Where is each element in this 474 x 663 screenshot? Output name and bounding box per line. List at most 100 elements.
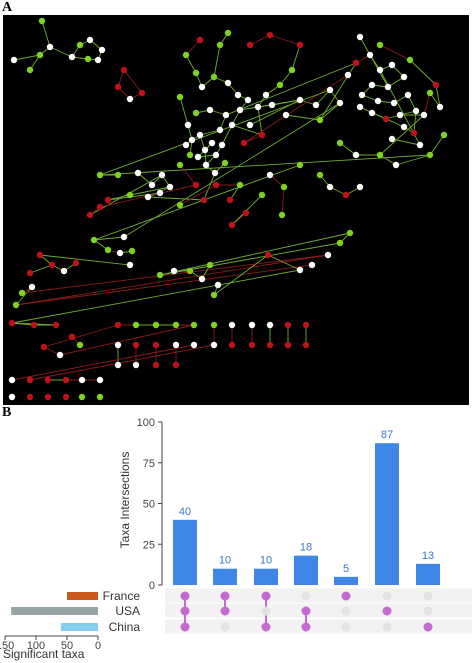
network-edge <box>13 54 41 61</box>
network-node <box>278 211 286 219</box>
network-node <box>326 183 334 191</box>
network-edge <box>11 344 195 381</box>
network-node <box>376 151 384 159</box>
network-edge <box>179 164 197 186</box>
network-background <box>3 15 469 405</box>
network-node <box>296 266 304 274</box>
network-node <box>302 341 310 349</box>
set-size-bar <box>60 623 98 631</box>
network-node <box>196 131 204 139</box>
network-node <box>221 159 229 167</box>
network-node <box>44 393 52 401</box>
network-node <box>336 139 344 147</box>
network-edge <box>339 142 357 156</box>
network-node <box>40 343 48 351</box>
set-label: USA <box>115 604 140 618</box>
network-node <box>244 96 252 104</box>
network-edge <box>319 102 341 121</box>
network-node <box>8 393 16 401</box>
network-node <box>302 321 310 329</box>
network-node <box>188 136 196 144</box>
network-node <box>216 41 224 49</box>
intersection-bar <box>173 519 197 585</box>
network-node <box>200 196 208 204</box>
network-edge <box>29 344 215 381</box>
network-node <box>56 351 64 359</box>
network-edge <box>225 62 357 116</box>
network-node <box>336 99 344 107</box>
network-node <box>68 333 76 341</box>
network-node <box>94 56 102 64</box>
network-node <box>126 95 134 103</box>
network-edge <box>269 34 301 46</box>
network-node <box>114 341 122 349</box>
network-node <box>440 131 448 139</box>
network-node <box>192 181 200 189</box>
matrix-row-stripes <box>165 588 472 634</box>
network-node <box>96 203 104 211</box>
network-node <box>90 236 98 244</box>
network-node <box>266 341 274 349</box>
network-node <box>96 171 104 179</box>
network-node <box>156 271 164 279</box>
bar-value-label: 18 <box>300 542 312 554</box>
network-node <box>62 376 70 384</box>
intersection-bar <box>416 563 440 585</box>
set-axis-tick-label: 100 <box>27 640 45 652</box>
matrix-dot-empty <box>341 622 351 632</box>
network-edge <box>179 184 217 206</box>
network-node <box>78 393 86 401</box>
network-node <box>376 41 384 49</box>
network-node <box>198 275 206 283</box>
network-node <box>284 341 292 349</box>
upset-plot: 0 25 50 75 100 Taxa Intersections 40 10 10 18 5 8… <box>0 417 472 661</box>
y-tick-label: 0 <box>149 580 155 592</box>
network-node <box>176 201 184 209</box>
matrix-dot-empty <box>423 606 433 616</box>
network-edge <box>213 254 269 296</box>
network-node <box>404 91 412 99</box>
network-edge <box>43 324 119 348</box>
network-node <box>78 376 86 384</box>
matrix-dot-empty <box>382 622 392 632</box>
network-edge <box>279 69 293 86</box>
network-node <box>8 319 16 327</box>
network-edge <box>49 46 73 58</box>
network-node <box>186 151 194 159</box>
network-node <box>152 361 160 369</box>
matrix-dot-empty <box>261 606 271 616</box>
matrix-row-stripe <box>165 603 472 618</box>
network-node <box>46 43 54 51</box>
network-node <box>84 55 92 63</box>
network-node <box>10 56 18 64</box>
network-node <box>296 41 304 49</box>
network-node <box>30 321 38 329</box>
matrix-dot-empty <box>382 591 392 601</box>
network-node <box>228 321 236 329</box>
network-node <box>344 71 352 79</box>
network-node <box>206 106 214 114</box>
matrix-dot-filled <box>180 591 190 601</box>
network-edge <box>99 154 431 176</box>
network-node <box>148 181 156 189</box>
network-node <box>280 183 288 191</box>
network-node <box>76 341 84 349</box>
network-node <box>44 376 52 384</box>
network-node <box>356 103 364 111</box>
matrix-dot-filled <box>261 591 271 601</box>
network-node <box>62 393 70 401</box>
network-edge <box>249 34 271 46</box>
network-graph <box>3 15 469 405</box>
matrix-dot-empty <box>220 622 230 632</box>
network-node <box>26 269 34 277</box>
network-node <box>176 93 184 101</box>
bar-value-label: 5 <box>343 563 349 575</box>
network-node <box>26 66 34 74</box>
network-node <box>192 69 200 77</box>
network-node <box>176 161 184 169</box>
intersection-bar <box>375 443 399 585</box>
network-edge <box>291 44 301 71</box>
network-node <box>228 121 236 129</box>
network-node <box>228 341 236 349</box>
